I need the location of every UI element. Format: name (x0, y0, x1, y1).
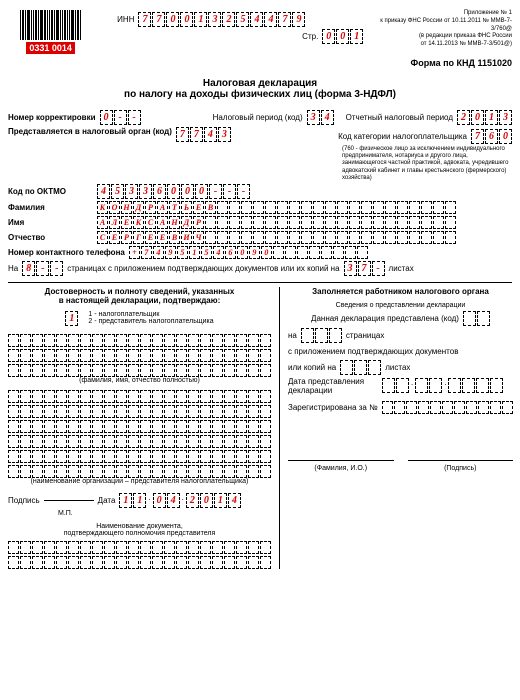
barcode: 0331 0014 (8, 10, 93, 54)
barcode-number: 0331 0014 (26, 42, 75, 54)
category-note: (760 - физическое лицо за исключением ин… (342, 146, 512, 182)
empty-date: .. (382, 378, 503, 393)
page-cells: 001 (322, 29, 363, 44)
inn-cells: 770013254479 (138, 12, 305, 27)
correction-label: Номер корректировки (8, 113, 96, 122)
right-section: Заполняется работником налогового органа… (288, 287, 513, 569)
header-right: Приложение № 1 к приказу ФНС России от 1… (367, 10, 512, 49)
date-cells: 11.04.2014 (119, 493, 240, 508)
left-section: Достоверность и полноту сведений, указан… (8, 287, 280, 569)
inn-label: ИНН (117, 15, 134, 24)
page-label: Стр. (302, 32, 318, 41)
form-code: Форма по КНД 1151020 (8, 58, 512, 68)
title: Налоговая декларация по налогу на доходы… (8, 78, 512, 100)
